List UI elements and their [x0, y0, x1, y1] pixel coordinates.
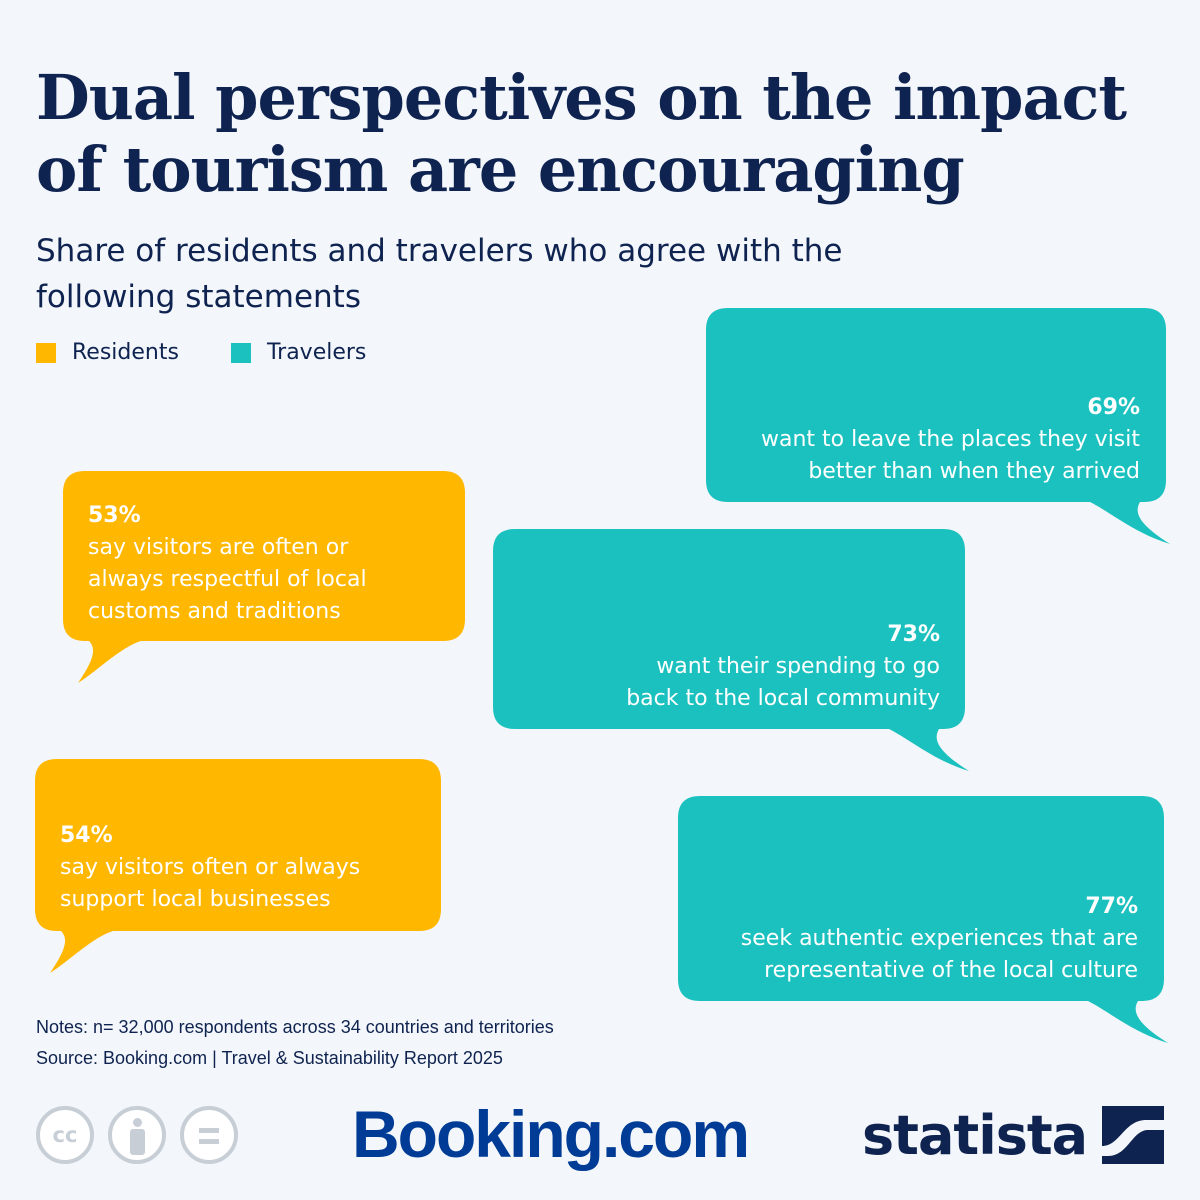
speech-bubble-chart: 53% say visitors are often or always respe…	[35, 308, 1170, 1043]
bubble-travelers-2: 73% want their spending to go back to the …	[493, 529, 969, 771]
statista-logo: statista	[862, 1104, 1088, 1167]
legend-label-residents: Residents	[72, 340, 179, 365]
statement-line-residents-2-2: support local businesses	[60, 887, 331, 912]
bubble-travelers-1: 69% want to leave the places they visit be…	[706, 308, 1170, 544]
statement-line-travelers-2-1: want their spending to go	[656, 654, 940, 679]
attribution-body	[130, 1129, 145, 1155]
bubble-shape-travelers-1	[706, 308, 1170, 544]
statement-line-residents-2-1: say visitors often or always	[60, 855, 360, 880]
statement-line-residents-1-3: customs and traditions	[88, 599, 341, 624]
statement-line-travelers-1-2: better than when they arrived	[808, 459, 1140, 484]
bubble-shape-residents-2	[35, 759, 441, 973]
statement-line-travelers-3-1: seek authentic experiences that are	[741, 926, 1138, 951]
equals-bar-bottom	[199, 1139, 219, 1144]
statista-mark-icon	[1102, 1106, 1164, 1164]
license-icons: cc	[36, 1106, 238, 1164]
bubble-residents-1: 53% say visitors are often or always respe…	[63, 471, 465, 683]
statement-line-travelers-1-1: want to leave the places they visit	[761, 427, 1140, 452]
chart-subtitle: Share of residents and travelers who agr…	[36, 233, 843, 315]
notes-text: Notes: n= 32,000 respondents across 34 c…	[36, 1017, 554, 1037]
value-label-residents-1: 53%	[88, 503, 141, 528]
statement-line-travelers-2-2: back to the local community	[626, 686, 940, 711]
legend-label-travelers: Travelers	[266, 340, 367, 365]
chart-title: Dual perspectives on the impact of touri…	[36, 61, 1127, 206]
statement-line-travelers-3-2: representative of the local culture	[764, 958, 1138, 983]
cc-icon-label: cc	[52, 1123, 78, 1147]
statement-line-residents-1-1: say visitors are often or	[88, 535, 349, 560]
attribution-icon	[108, 1106, 166, 1164]
source-text: Source: Booking.com | Travel & Sustainab…	[36, 1048, 503, 1068]
legend-swatch-residents	[36, 342, 56, 363]
bubble-shape-residents-1	[63, 471, 465, 683]
value-label-travelers-1: 69%	[1087, 395, 1140, 420]
bubble-shape-travelers-2	[493, 529, 969, 771]
bubble-residents-2: 54% say visitors often or always support l…	[35, 759, 441, 973]
value-label-travelers-3: 77%	[1085, 894, 1138, 919]
legend-swatch-travelers	[230, 342, 251, 363]
attribution-head	[133, 1118, 142, 1127]
value-label-residents-2: 54%	[60, 823, 113, 848]
statement-line-residents-1-2: always respectful of local	[88, 567, 367, 592]
no-derivatives-icon	[180, 1106, 238, 1164]
bubble-travelers-3: 77% seek authentic experiences that are re…	[678, 796, 1168, 1043]
legend-item-residents: Residents	[36, 340, 179, 365]
notes-block: Notes: n= 32,000 respondents across 34 c…	[36, 1012, 796, 1074]
bubble-shape-travelers-3	[678, 796, 1168, 1043]
cc-icon: cc	[36, 1106, 94, 1164]
value-label-travelers-2: 73%	[887, 622, 940, 647]
booking-logo: Booking.com	[352, 1097, 750, 1171]
legend: Residents Travelers	[36, 340, 366, 365]
legend-item-travelers: Travelers	[230, 340, 367, 365]
equals-bar-top	[199, 1128, 219, 1133]
